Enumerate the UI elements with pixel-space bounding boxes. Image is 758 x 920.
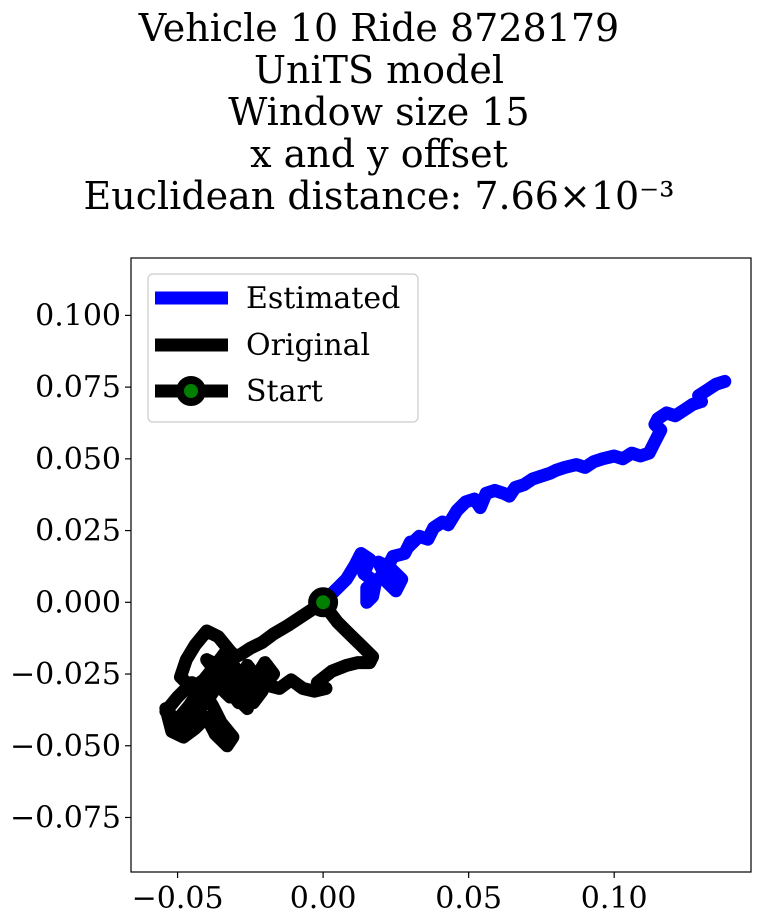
axes-frame [130,257,752,873]
legend: Estimated Original Start [147,273,419,423]
chart-title-line-3: Window size 15 [228,90,530,134]
x-ticks: −0.05 0.00 0.05 0.10 [132,872,648,916]
legend-label-original: Original [246,328,370,363]
legend-label-start: Start [246,374,323,409]
legend-start-marker [176,376,206,406]
data-layer [159,374,732,753]
x-tick-label: −0.05 [132,881,224,916]
chart-title-line-1: Vehicle 10 Ride 8728179 [138,6,620,50]
y-tick-label: 0.050 [35,442,121,477]
x-tick-label: 0.00 [290,881,357,916]
legend-label-estimated: Estimated [246,281,400,316]
y-tick-label: 0.025 [35,514,121,549]
series-line-original [159,595,380,753]
y-ticks: 0.100 0.075 0.050 0.025 0.000 −0.025 −0.050 −0.… [10,298,131,835]
start-marker [308,587,339,618]
y-tick-label: 0.100 [35,298,121,333]
x-tick-label: 0.10 [581,881,648,916]
x-tick-label: 0.05 [435,881,502,916]
chart-title-line-2: UniTS model [254,48,504,92]
chart-title-line-4: x and y offset [250,132,508,176]
y-tick-label: −0.050 [10,729,121,764]
y-tick-label: 0.000 [35,585,121,620]
y-tick-label: −0.075 [10,800,121,835]
series-line-estimated [316,374,732,609]
chart-title-line-5: Euclidean distance: 7.66×10⁻³ [83,174,675,218]
y-tick-label: −0.025 [10,657,121,692]
y-tick-label: 0.075 [35,370,121,405]
